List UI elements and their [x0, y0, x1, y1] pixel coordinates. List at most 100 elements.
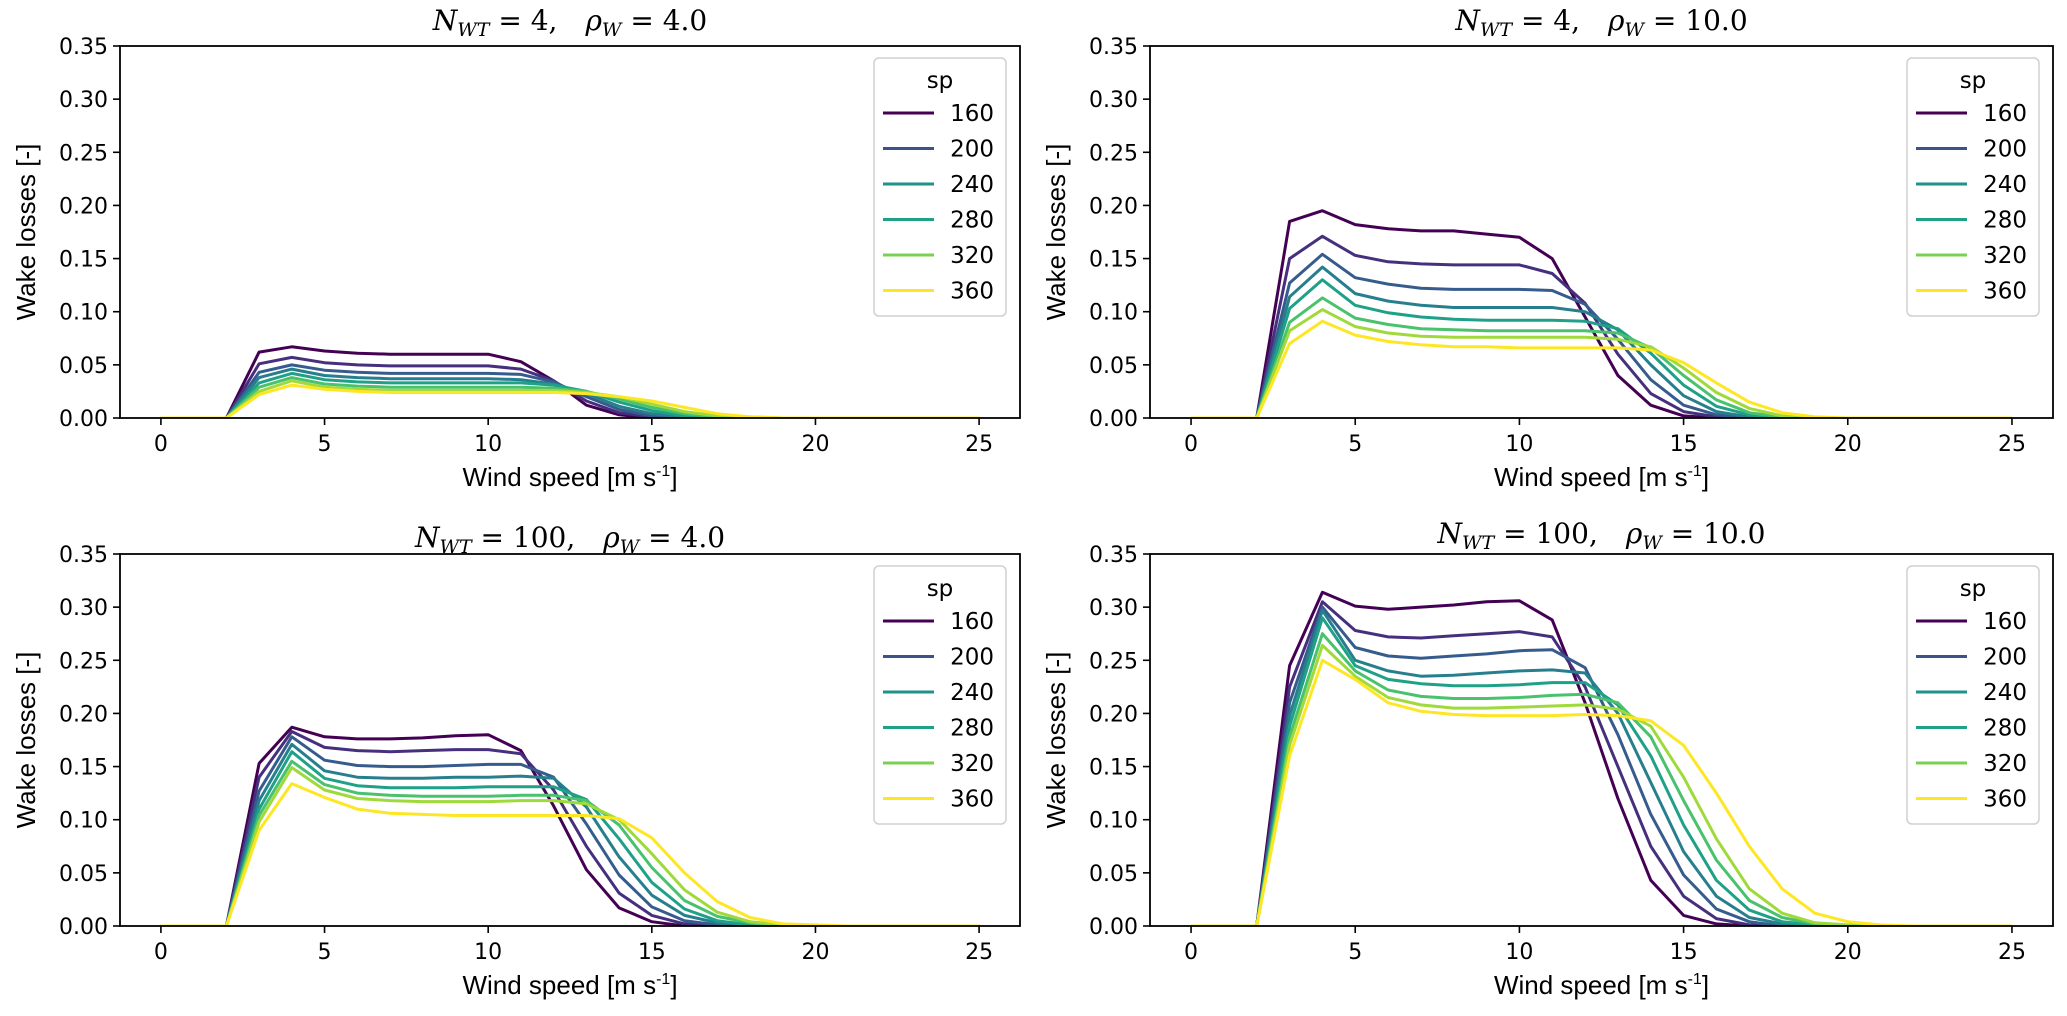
series-group — [160, 725, 980, 926]
y-tick-label: 0.10 — [59, 301, 108, 326]
legend-label-160: 160 — [950, 101, 994, 127]
series-line-sp-190 — [1191, 234, 2012, 418]
legend: sp 160 200 240 280 320 360 — [1906, 565, 2040, 825]
legend-label-320: 320 — [950, 243, 994, 269]
title-n-symbol: N — [1454, 4, 1481, 37]
title-rho-value: = 4.0 — [639, 521, 725, 554]
legend-label-320: 320 — [1983, 751, 2027, 777]
y-axis-label: Wake losses [-] — [1041, 652, 1071, 829]
series-line-sp-160 — [160, 725, 980, 926]
title-rho-subscript: W — [602, 19, 623, 41]
y-tick-label: 0.05 — [59, 862, 108, 887]
x-tick-label: 25 — [965, 940, 993, 965]
legend-label-280: 280 — [950, 716, 994, 742]
y-tick-label: 0.15 — [1089, 248, 1138, 273]
title-n-subscript: WT — [1480, 19, 1514, 41]
legend-title: sp — [927, 576, 954, 602]
x-tick-label: 0 — [1184, 432, 1198, 457]
title-n-value: = 100, — [472, 521, 604, 554]
x-tick-label: 10 — [1505, 940, 1533, 965]
title-n-symbol: N — [1437, 517, 1464, 550]
y-tick-label: 0.25 — [59, 141, 108, 166]
series-group — [1191, 590, 2012, 926]
legend-label-200: 200 — [950, 137, 994, 163]
y-tick-label: 0.30 — [59, 596, 108, 621]
series-line-sp-280 — [1191, 278, 2012, 418]
y-tick-label: 0.00 — [1089, 915, 1138, 940]
x-tick-label: 15 — [638, 432, 666, 457]
y-axis-label: Wake losses [-] — [1041, 144, 1071, 321]
legend-title: sp — [1960, 68, 1987, 94]
title-rho-symbol: ρ — [1625, 517, 1643, 550]
series-line-sp-250 — [1191, 265, 2012, 418]
x-axis-label: Wind speed [m s-1] — [462, 462, 677, 492]
y-tick-label: 0.10 — [1089, 809, 1138, 834]
y-tick-label: 0.00 — [59, 915, 108, 940]
series-line-sp-190 — [160, 730, 980, 926]
x-axis-label: Wind speed [m s-1] — [1494, 462, 1709, 492]
series-line-sp-360 — [1191, 319, 2012, 418]
legend: sp 160 200 240 280 320 360 — [1906, 57, 2040, 317]
x-tick-label: 15 — [638, 940, 666, 965]
x-tick-label: 0 — [1184, 940, 1198, 965]
y-tick-label: 0.20 — [1089, 702, 1138, 727]
x-tick-label: 20 — [801, 432, 829, 457]
y-tick-label: 0.00 — [1089, 407, 1138, 432]
x-tick-label: 10 — [1505, 432, 1533, 457]
subplot-title: NWT = 4, ρW = 4.0 — [432, 4, 707, 41]
y-tick-label: 0.25 — [1089, 649, 1138, 674]
y-tick-label: 0.35 — [59, 543, 108, 568]
x-tick-label: 20 — [801, 940, 829, 965]
x-axis-label-superscript: -1 — [656, 463, 670, 480]
series-line-sp-160 — [1191, 209, 2012, 418]
axes-frame — [1149, 45, 2054, 419]
series-group — [1191, 209, 2012, 418]
x-axis-label-main: Wind speed [m s — [462, 970, 656, 1000]
y-tick-label: 0.35 — [59, 35, 108, 60]
title-n-value: = 100, — [1494, 517, 1626, 550]
legend-label-160: 160 — [1983, 101, 2027, 127]
subplot-title: NWT = 4, ρW = 10.0 — [1454, 4, 1747, 41]
series-line-sp-310 — [1191, 632, 2012, 926]
title-rho-subscript: W — [1642, 532, 1663, 554]
series-line-sp-310 — [160, 376, 980, 418]
title-rho-symbol: ρ — [1607, 4, 1625, 37]
x-axis-label-superscript: -1 — [1688, 463, 1702, 480]
title-n-symbol: N — [414, 521, 441, 554]
series-line-sp-310 — [160, 759, 980, 926]
y-tick-label: 0.15 — [59, 756, 108, 781]
y-tick-label: 0.10 — [59, 809, 108, 834]
subplot-title: NWT = 100, ρW = 10.0 — [1437, 517, 1766, 554]
series-line-sp-280 — [160, 371, 980, 418]
series-line-sp-360 — [160, 383, 980, 418]
legend-label-160: 160 — [950, 609, 994, 635]
legend-label-360: 360 — [950, 787, 994, 813]
y-tick-label: 0.00 — [59, 407, 108, 432]
subplot-4: NWT = 100, ρW = 10.0 0.00 0.05 0.10 0.15 0.20… — [1041, 517, 2054, 1000]
series-line-sp-220 — [160, 735, 980, 926]
legend-label-280: 280 — [1983, 208, 2027, 234]
y-tick-label: 0.20 — [1089, 194, 1138, 219]
y-tick-label: 0.25 — [59, 649, 108, 674]
title-n-value: = 4, — [1512, 4, 1608, 37]
subplot-3: NWT = 100, ρW = 4.0 0.00 0.05 0.10 0.15 0.20 0… — [11, 521, 1021, 1000]
legend-label-200: 200 — [1983, 645, 2027, 671]
x-tick-label: 0 — [154, 432, 168, 457]
legend-label-160: 160 — [1983, 609, 2027, 635]
legend-title: sp — [1960, 576, 1987, 602]
axes-frame — [119, 553, 1021, 927]
legend-label-360: 360 — [1983, 787, 2027, 813]
legend-label-240: 240 — [1983, 172, 2027, 198]
legend-box — [1906, 565, 2040, 825]
subplot-title: NWT = 100, ρW = 4.0 — [414, 521, 725, 558]
legend-title: sp — [927, 68, 954, 94]
x-tick-label: 25 — [965, 432, 993, 457]
y-tick-label: 0.30 — [59, 88, 108, 113]
legend-label-200: 200 — [950, 645, 994, 671]
y-axis-label: Wake losses [-] — [11, 144, 41, 321]
x-tick-label: 5 — [1348, 432, 1362, 457]
legend-box — [1906, 57, 2040, 317]
legend: sp 160 200 240 280 320 360 — [873, 565, 1007, 825]
legend-label-240: 240 — [950, 680, 994, 706]
